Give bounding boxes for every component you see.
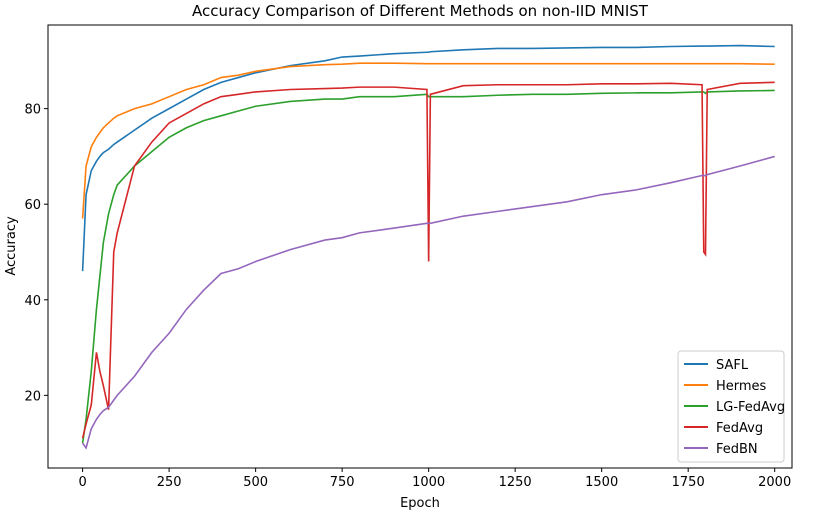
legend-label: Hermes — [716, 379, 767, 394]
x-tick-label: 1500 — [585, 475, 618, 490]
legend-label: FedBN — [716, 442, 758, 457]
y-tick-label: 60 — [24, 198, 41, 213]
series-line — [81, 81, 775, 439]
chart-title: Accuracy Comparison of Different Methods… — [192, 2, 649, 20]
legend-label: LG-FedAvg — [716, 400, 785, 415]
plot-frame — [47, 24, 793, 469]
x-tick-label: 2000 — [758, 475, 791, 490]
legend: SAFL Hermes LG-FedAvg FedAvg FedBN — [677, 350, 785, 463]
legend-box — [677, 350, 785, 463]
x-tick-label: 1000 — [412, 475, 445, 490]
x-tick-label: 250 — [157, 475, 182, 490]
series-line — [81, 62, 775, 219]
x-tick-label: 500 — [243, 475, 268, 490]
y-tick-label: 80 — [24, 103, 41, 118]
series-line — [81, 89, 775, 444]
series-line — [81, 155, 775, 450]
series-line — [81, 44, 775, 272]
legend-label: FedAvg — [716, 421, 763, 436]
x-tick-label: 0 — [78, 475, 86, 490]
x-tick-label: 1750 — [672, 475, 705, 490]
x-tick-label: 750 — [330, 475, 355, 490]
y-axis-label: Accuracy — [4, 216, 19, 276]
legend-label: SAFL — [716, 358, 749, 373]
x-tick-label: 1250 — [499, 475, 532, 490]
x-axis-label: Epoch — [400, 496, 440, 511]
y-tick-label: 40 — [24, 294, 41, 309]
y-tick-label: 20 — [24, 389, 41, 404]
